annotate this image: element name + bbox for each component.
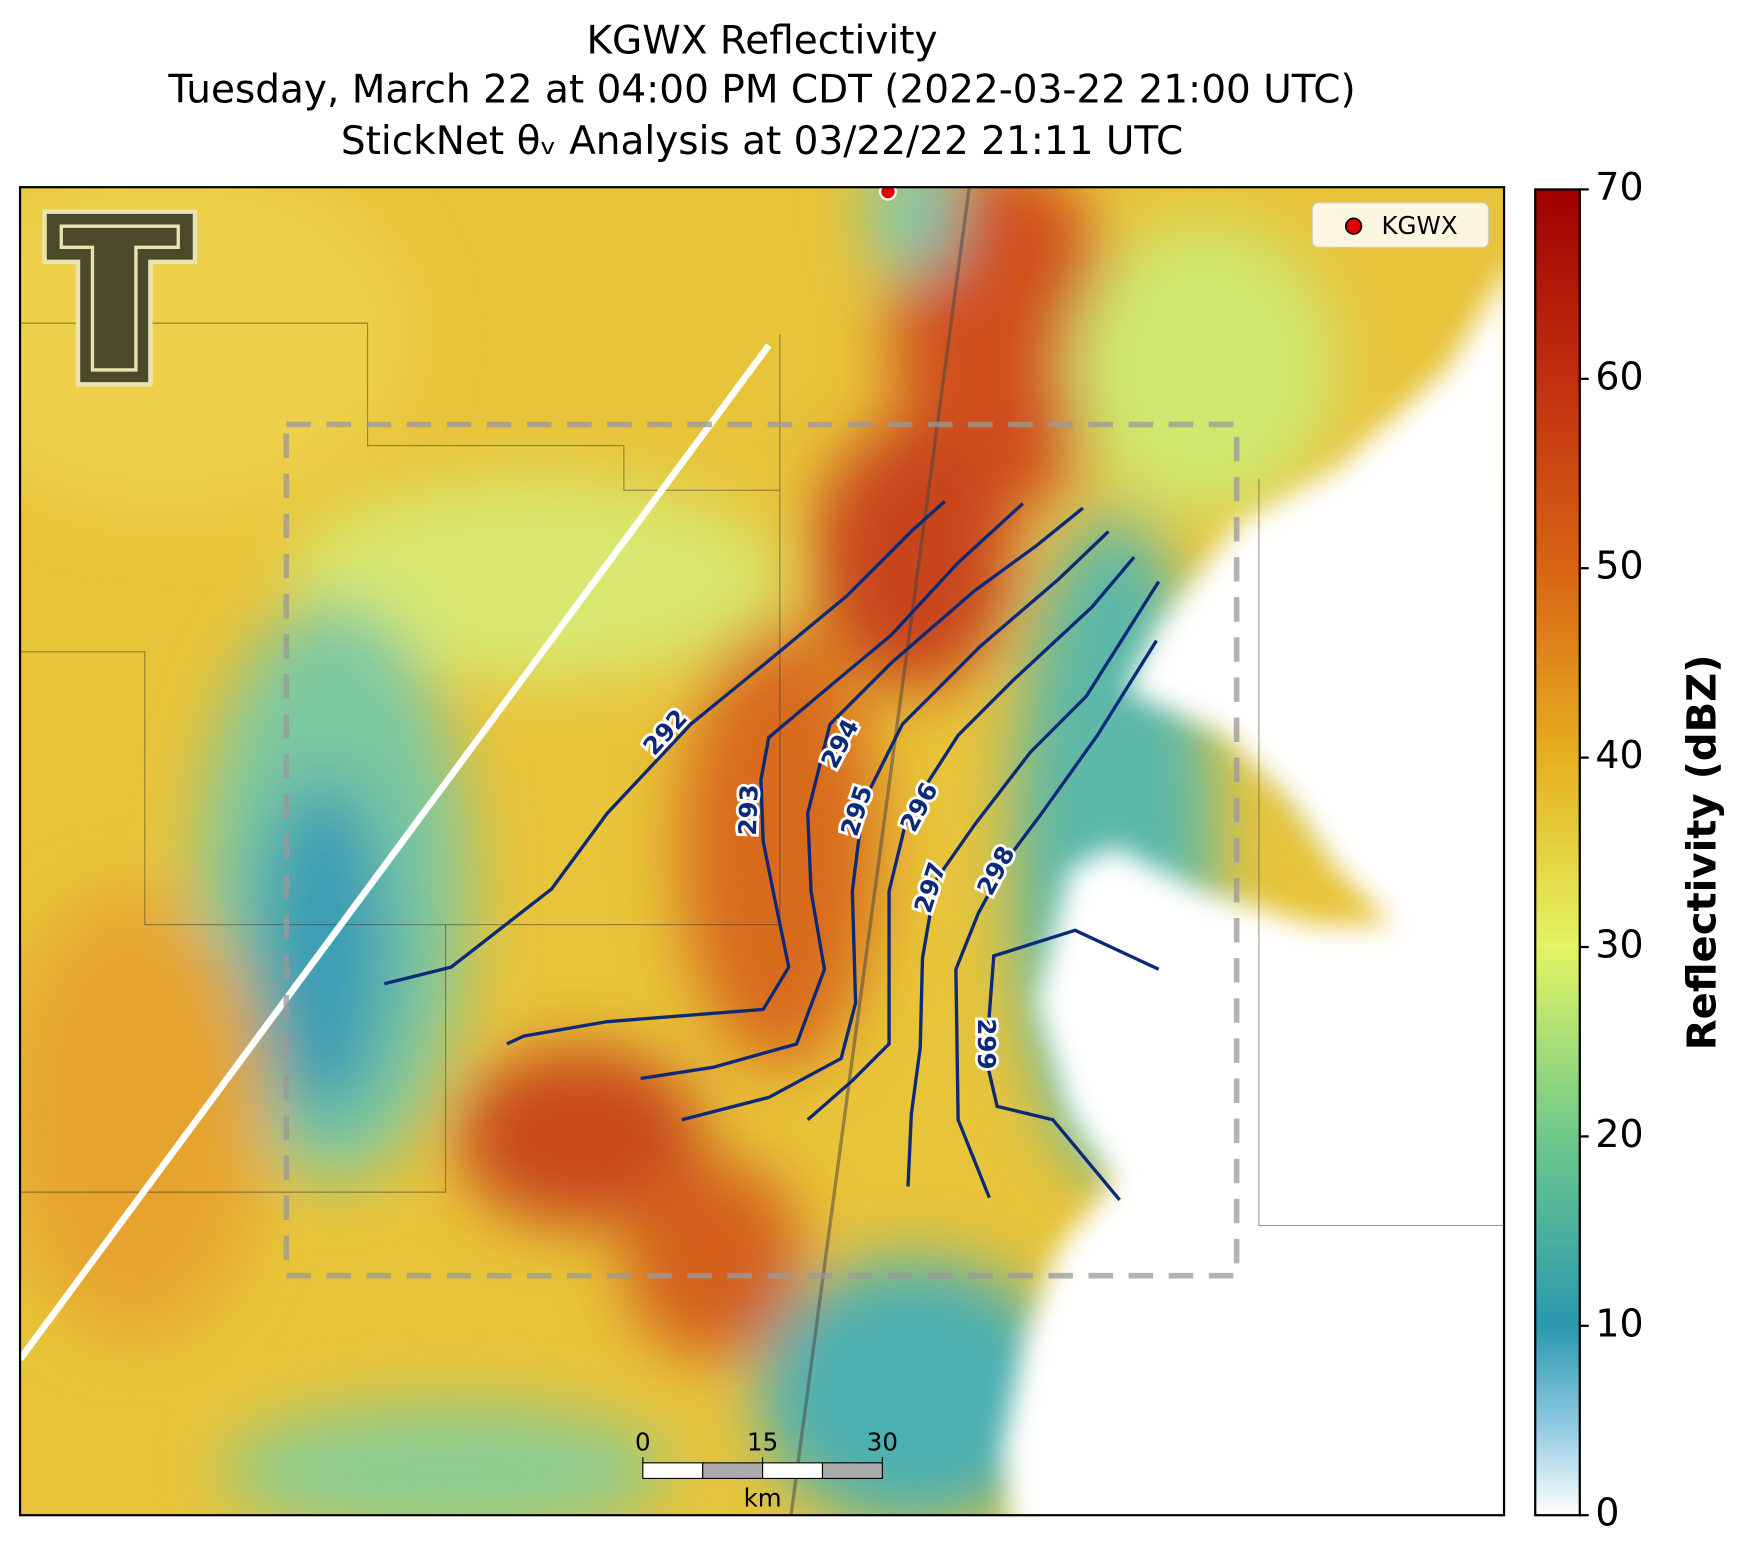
legend-marker xyxy=(1345,217,1363,235)
contour-label: 299 xyxy=(972,1018,1001,1069)
logo xyxy=(42,209,198,387)
colorbar-tick-label: 60 xyxy=(1595,354,1643,398)
scale-tick-label: 0 xyxy=(635,1428,651,1457)
contour-line xyxy=(506,502,1024,1046)
legend: KGWX xyxy=(1311,202,1489,248)
contour-line xyxy=(906,580,1161,1187)
scale-tick-label: 15 xyxy=(747,1428,778,1457)
title: KGWX Reflectivity xyxy=(586,19,937,64)
scale-bar: 0 15 30 km xyxy=(635,1428,898,1513)
scale-segment xyxy=(821,1462,883,1479)
contour-line xyxy=(806,556,1136,1121)
legend-label: KGWX xyxy=(1381,211,1457,240)
colorbar-tick-label: 70 xyxy=(1595,165,1643,209)
contour-line xyxy=(383,500,946,986)
map-frame xyxy=(18,186,1506,1517)
colorbar xyxy=(1534,188,1581,1517)
contour-line xyxy=(984,928,1160,1201)
colorbar-tick-label: 40 xyxy=(1595,733,1643,777)
colorbar-label: Reflectivity (dBZ) xyxy=(1680,654,1726,1050)
subtitle: Tuesday, March 22 at 04:00 PM CDT (2022-… xyxy=(167,68,1355,113)
contour-line xyxy=(640,506,1084,1081)
colorbar-tick-label: 20 xyxy=(1595,1112,1643,1156)
colorbar-tick-label: 50 xyxy=(1595,544,1643,588)
contour-line xyxy=(681,530,1110,1122)
subtitle: StickNet θᵥ Analysis at 03/22/22 21:11 U… xyxy=(341,119,1183,164)
contour-label: 293 xyxy=(733,784,764,836)
colorbar-ticks: 0 10 20 30 40 50 60 70 xyxy=(1579,165,1644,1535)
colorbar-tick-label: 10 xyxy=(1595,1301,1643,1345)
scale-tick-label: 30 xyxy=(867,1428,898,1457)
colorbar-tick-label: 0 xyxy=(1595,1491,1619,1535)
colorbar-tick-label: 30 xyxy=(1595,923,1643,967)
scale-segment xyxy=(762,1462,824,1479)
radar-site xyxy=(879,187,897,201)
contour-line xyxy=(954,639,1158,1199)
scale-segment xyxy=(702,1462,764,1479)
scale-unit: km xyxy=(744,1483,782,1512)
scale-segment xyxy=(642,1462,704,1479)
